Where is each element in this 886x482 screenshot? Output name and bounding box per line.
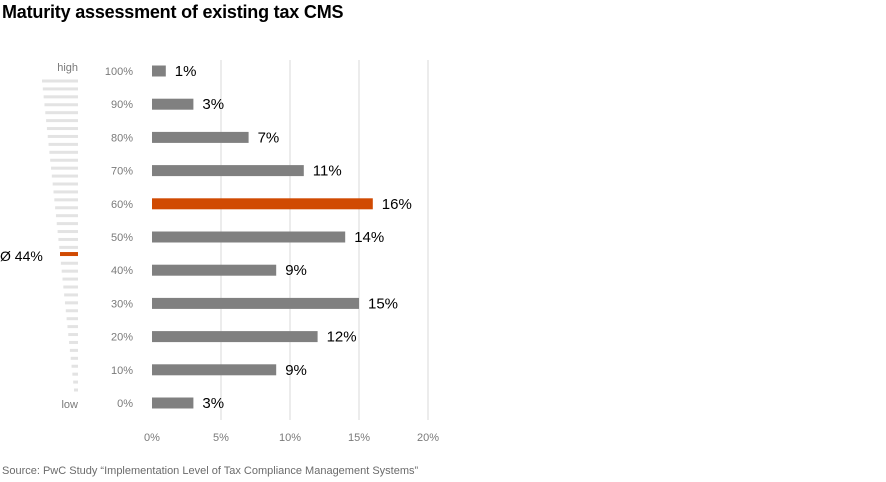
gauge-step — [44, 103, 78, 107]
gauge-step — [48, 142, 78, 146]
gauge-step — [61, 269, 78, 273]
y-tick-label: 80% — [111, 132, 133, 144]
gauge-step — [64, 301, 78, 305]
bar — [152, 331, 318, 343]
gauge-step — [62, 277, 78, 281]
gauge-step — [51, 166, 78, 170]
average-label: Ø 44% — [0, 248, 43, 264]
y-tick-label: 20% — [111, 332, 133, 344]
bar — [152, 297, 359, 309]
data-label: 9% — [285, 262, 307, 279]
data-labels: 1% 3% 7% 11% 16% 14% 9% 15% 12% 9% 3% — [175, 63, 412, 412]
data-label: 14% — [354, 229, 384, 246]
x-tick-label: 20% — [417, 432, 439, 444]
chart-title: Maturity assessment of existing tax CMS — [2, 2, 344, 22]
gauge-high-label: high — [57, 62, 78, 74]
data-label: 3% — [202, 96, 224, 113]
gauge-step — [59, 245, 78, 249]
gauge-step — [73, 380, 78, 384]
bar — [152, 231, 346, 243]
gauge-low-label: low — [61, 399, 78, 411]
gauge-step — [72, 372, 78, 376]
gauge-step — [70, 356, 78, 360]
gauge-step — [69, 340, 78, 344]
x-axis-ticks: 0% 5% 10% 15% 20% — [144, 432, 439, 444]
gauge-step — [51, 174, 78, 178]
gauge-step — [68, 333, 78, 337]
x-tick-label: 5% — [213, 432, 229, 444]
gauge-step — [66, 317, 78, 321]
gauge-step — [54, 198, 78, 202]
data-label: 3% — [202, 395, 224, 412]
gauge-step — [64, 293, 78, 297]
gauge-step — [58, 237, 78, 241]
bar — [152, 198, 373, 210]
data-label: 1% — [175, 63, 197, 80]
data-label: 16% — [382, 196, 412, 213]
y-tick-label: 30% — [111, 298, 133, 310]
gauge-step — [53, 190, 78, 194]
gauge-step — [47, 134, 78, 138]
bar — [152, 264, 277, 276]
gauge-step — [55, 206, 78, 210]
x-tick-label: 10% — [279, 432, 301, 444]
bar — [152, 98, 194, 110]
gauge-step — [56, 222, 78, 226]
maturity-gauge — [42, 79, 78, 392]
gauge-step — [42, 87, 78, 91]
gauge-step — [69, 348, 78, 352]
bar — [152, 131, 249, 143]
data-label: 15% — [368, 295, 398, 312]
data-label: 7% — [258, 129, 280, 146]
gauge-step — [50, 158, 78, 162]
gauge-step — [46, 127, 78, 131]
gauge-step — [52, 182, 78, 186]
data-label: 12% — [327, 329, 357, 346]
gauge-step — [42, 79, 78, 83]
gauge-step — [57, 230, 78, 234]
data-label: 11% — [313, 163, 342, 180]
x-tick-label: 15% — [348, 432, 370, 444]
y-tick-label: 50% — [111, 232, 133, 244]
bars — [152, 65, 373, 409]
bar — [152, 65, 166, 77]
y-tick-label: 0% — [117, 398, 133, 410]
bar — [152, 364, 277, 376]
gauge-step — [60, 261, 78, 265]
x-tick-label: 0% — [144, 432, 160, 444]
y-tick-label: 90% — [111, 99, 133, 111]
y-tick-label: 70% — [111, 166, 133, 178]
gauge-step — [65, 309, 78, 313]
bar — [152, 165, 304, 177]
gauge-step — [74, 388, 78, 392]
average-marker — [60, 252, 78, 257]
gauge-step — [43, 95, 78, 99]
data-label: 9% — [285, 362, 307, 379]
gauge-step — [63, 285, 78, 289]
source-note: Source: PwC Study “Implementation Level … — [2, 465, 419, 477]
bar — [152, 397, 194, 409]
gauge-step — [67, 325, 78, 329]
gauge-step — [71, 364, 78, 368]
y-tick-label: 100% — [105, 66, 133, 78]
y-tick-label: 40% — [111, 265, 133, 277]
gauge-step — [45, 111, 78, 115]
gauge-step — [55, 214, 78, 218]
gauge-step — [49, 150, 78, 154]
y-axis-ticks: 100% 90% 80% 70% 60% 50% 40% 30% 20% 10% 0% — [105, 66, 133, 410]
y-tick-label: 60% — [111, 199, 133, 211]
y-tick-label: 10% — [111, 365, 133, 377]
gauge-step — [46, 119, 78, 123]
